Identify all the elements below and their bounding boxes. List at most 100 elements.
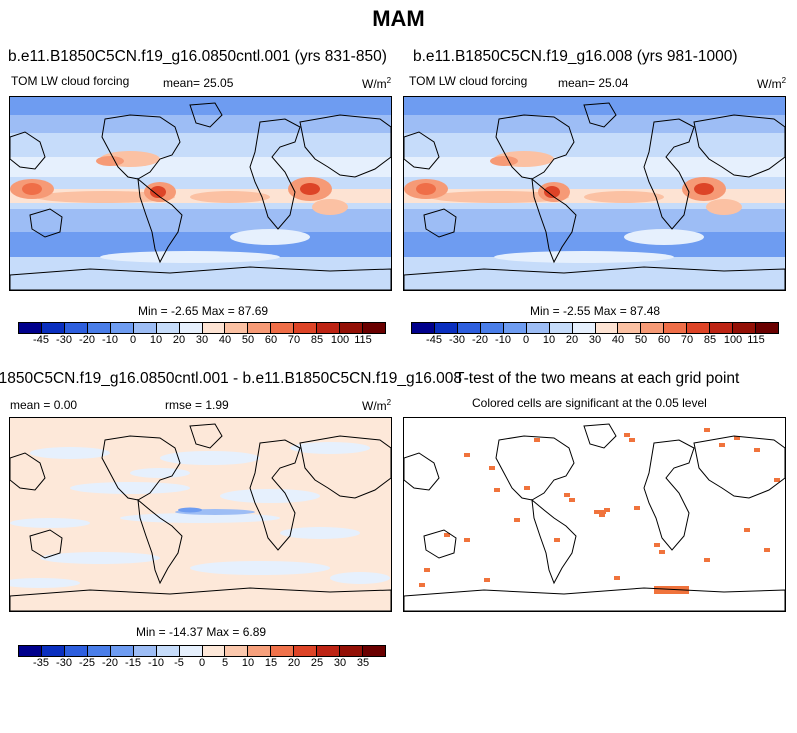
coastline bbox=[643, 439, 695, 551]
panel2-mean: mean= 25.04 bbox=[558, 76, 629, 90]
coastline bbox=[10, 452, 46, 491]
panel1-minmax: Min = -2.65 Max = 87.69 bbox=[138, 304, 269, 318]
colorbar-box bbox=[179, 646, 203, 656]
colorbar-tick-label: -30 bbox=[56, 657, 72, 669]
significant-cell bbox=[744, 528, 750, 532]
colorbar-box bbox=[363, 323, 385, 333]
colorbar-box bbox=[480, 323, 504, 333]
coastline bbox=[423, 529, 457, 559]
colorbar-box bbox=[294, 323, 318, 333]
colorbar-tick-label: 115 bbox=[354, 334, 372, 346]
coastline bbox=[189, 423, 223, 449]
colorbar-tick-label: 0 bbox=[522, 334, 530, 346]
colorbar-box bbox=[733, 323, 757, 333]
significant-cell bbox=[704, 428, 710, 432]
panel3-units: W/m2 bbox=[362, 398, 392, 413]
colorbar-tick-label: 115 bbox=[747, 334, 765, 346]
significant-cell bbox=[424, 568, 430, 572]
colorbar-tick-label: -10 bbox=[495, 334, 511, 346]
colorbar-box bbox=[294, 646, 318, 656]
colorbar-box bbox=[363, 646, 385, 656]
colorbar-box bbox=[64, 323, 88, 333]
colorbar-box bbox=[710, 323, 734, 333]
coastline bbox=[10, 266, 391, 290]
warm-region bbox=[416, 183, 436, 195]
colorbar-tick-label: 30 bbox=[588, 334, 602, 346]
colorbar-box bbox=[19, 646, 42, 656]
colorbar-box bbox=[271, 646, 295, 656]
panel2-variable-label: TOM LW cloud forcing bbox=[409, 74, 528, 88]
negative-anomaly bbox=[220, 489, 320, 503]
significant-cell bbox=[594, 510, 606, 514]
colorbar-box bbox=[202, 323, 226, 333]
latitude-band bbox=[10, 133, 391, 157]
negative-anomaly bbox=[290, 442, 370, 454]
coastline bbox=[693, 114, 785, 178]
colorbar-tick-label: 0 bbox=[198, 657, 206, 669]
colorbar-tick-label: 70 bbox=[287, 334, 301, 346]
coastline bbox=[10, 131, 46, 170]
colorbar-box bbox=[618, 323, 642, 333]
colorbar-tick-label: -5 bbox=[174, 657, 184, 669]
warm-region bbox=[312, 199, 348, 215]
panel3-title: b.e11.B1850C5CN.f19_g16.0850cntl.001 - b… bbox=[0, 370, 462, 387]
colorbar-box bbox=[248, 646, 272, 656]
coastline bbox=[299, 114, 391, 178]
colorbar-box bbox=[156, 323, 180, 333]
warm-region bbox=[96, 156, 124, 166]
colorbar-tick-label: 60 bbox=[657, 334, 671, 346]
colorbar-box bbox=[595, 323, 619, 333]
colorbar-box bbox=[503, 323, 527, 333]
significant-cell bbox=[604, 508, 610, 512]
colorbar-box bbox=[457, 323, 481, 333]
colorbar-box bbox=[156, 646, 180, 656]
negative-anomaly bbox=[330, 572, 390, 584]
significant-cell bbox=[554, 538, 560, 542]
warm-region bbox=[706, 199, 742, 215]
coastline bbox=[531, 498, 577, 585]
colorbar-tick-label: 5 bbox=[221, 657, 229, 669]
significant-cell bbox=[629, 438, 635, 442]
colorbar-tick-label: 15 bbox=[264, 657, 278, 669]
negative-anomaly bbox=[120, 513, 280, 523]
colorbar-box bbox=[133, 323, 157, 333]
significant-cell bbox=[464, 538, 470, 542]
colorbar-box bbox=[641, 323, 665, 333]
colorbar-tick-label: -10 bbox=[102, 334, 118, 346]
colorbar-tick-label: -25 bbox=[79, 657, 95, 669]
colorbar-tick-label: 30 bbox=[333, 657, 347, 669]
negative-anomaly bbox=[190, 561, 330, 575]
colorbar-tick-label: 10 bbox=[542, 334, 556, 346]
warm-region bbox=[22, 183, 42, 195]
colorbar-tick-label: 25 bbox=[310, 657, 324, 669]
colorbar-box bbox=[340, 323, 364, 333]
negative-anomaly bbox=[70, 482, 190, 494]
significant-cell bbox=[524, 486, 530, 490]
significant-cell bbox=[464, 453, 470, 457]
coastline bbox=[531, 177, 577, 264]
panel2-colorbar bbox=[411, 322, 779, 334]
significant-cell bbox=[774, 478, 780, 482]
warm-region bbox=[584, 191, 664, 203]
colorbar-box bbox=[572, 323, 596, 333]
significant-cell bbox=[419, 583, 425, 587]
colorbar-box bbox=[317, 323, 341, 333]
significant-cell bbox=[754, 448, 760, 452]
latitude-band bbox=[404, 157, 785, 177]
colorbar-box bbox=[248, 323, 272, 333]
panel3-colorbar bbox=[18, 645, 386, 657]
colorbar-tick-label: -45 bbox=[33, 334, 49, 346]
significant-cell bbox=[494, 488, 500, 492]
latitude-band bbox=[10, 157, 391, 177]
panel1-mean: mean= 25.05 bbox=[163, 76, 234, 90]
significant-cell bbox=[484, 578, 490, 582]
colorbar-tick-label: 30 bbox=[195, 334, 209, 346]
significant-cell bbox=[599, 513, 605, 517]
colorbar-tick-label: 100 bbox=[330, 334, 350, 346]
southern-band bbox=[624, 229, 704, 245]
significant-cell bbox=[444, 533, 450, 537]
warm-region bbox=[490, 156, 518, 166]
coastline bbox=[101, 114, 181, 180]
colorbar-tick-label: -35 bbox=[33, 657, 49, 669]
colorbar-box bbox=[225, 646, 249, 656]
